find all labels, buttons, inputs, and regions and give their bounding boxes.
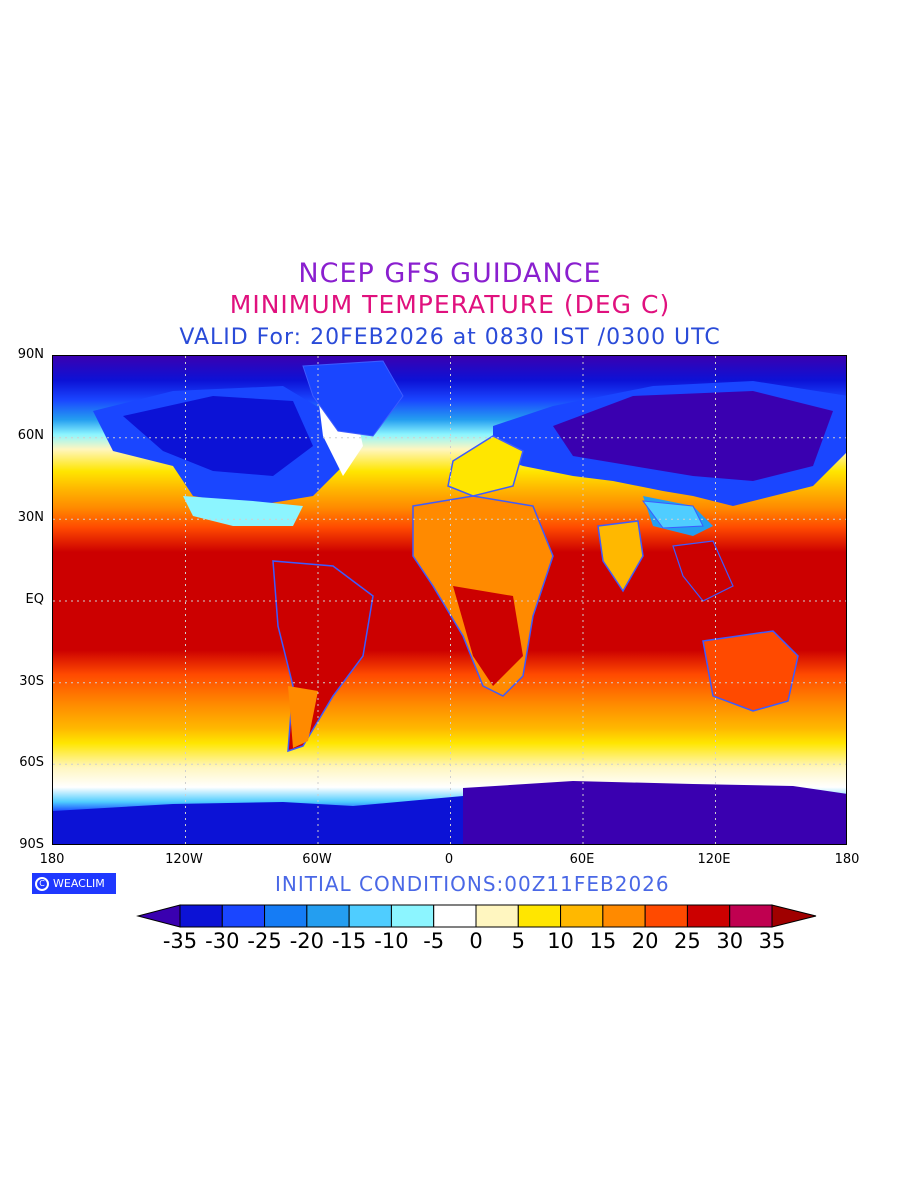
colorbar-label: 35 [758, 929, 786, 953]
colorbar-lower-arrow [136, 904, 181, 928]
colorbar-swatch [264, 904, 308, 928]
lon-label-180e: 180 [834, 852, 860, 867]
lat-label-90s: 90S [19, 837, 44, 852]
colorbar-upper-arrow [771, 904, 817, 928]
colorbar-swatch [560, 904, 604, 928]
colorbar-swatch [390, 904, 435, 928]
colorbar-label: 0 [469, 929, 483, 953]
chart-title: NCEP GFS GUIDANCE [298, 258, 602, 289]
colorbar-label: 10 [547, 929, 574, 953]
colorbar-swatch [221, 904, 266, 928]
chart-subtitle: MINIMUM TEMPERATURE (DEG C) [229, 290, 671, 319]
colorbar-label: -5 [423, 929, 445, 953]
colorbar-label: 5 [511, 929, 525, 953]
colorbar-label: -20 [289, 929, 324, 953]
antarctica-region [463, 781, 846, 836]
valid-time: VALID For: 20FEB2026 at 0830 IST /0300 U… [179, 325, 721, 350]
colorbar-label: -10 [374, 929, 409, 953]
colorbar-label: 15 [589, 929, 617, 953]
logo-text: WEACLIM [53, 877, 105, 890]
colorbar-swatch [179, 904, 223, 928]
lat-label-30s: 30S [19, 674, 44, 689]
colorbar-label: -30 [205, 929, 240, 953]
australia-region [702, 630, 799, 712]
colorbar-swatch [475, 904, 519, 928]
colorbar-swatch [517, 904, 562, 928]
colorbar-swatch [644, 904, 688, 928]
lat-label-90n: 90N [17, 347, 44, 362]
colorbar-label: -35 [162, 929, 198, 953]
india-region [597, 520, 644, 593]
lat-label-60n: 60N [17, 428, 44, 443]
colorbar-label: -25 [247, 929, 282, 953]
colorbar-swatch [306, 904, 350, 928]
weaclim-logo: C WEACLIM [32, 873, 116, 894]
lon-label-60e: 60E [569, 852, 595, 867]
temperature-map [52, 355, 847, 845]
colorbar-swatch [348, 904, 392, 928]
colorbar-label: -15 [331, 929, 367, 953]
colorbar-label: 25 [674, 929, 701, 953]
copyright-icon: C [35, 876, 49, 891]
colorbar-swatch [433, 904, 477, 928]
colorbar-swatch [729, 904, 773, 928]
lat-label-30n: 30N [17, 510, 44, 525]
map-graticule [53, 356, 846, 844]
colorbar-swatch [686, 904, 731, 928]
greenland-region [302, 360, 404, 437]
lon-label-0: 0 [444, 852, 454, 867]
lon-label-120e: 120E [697, 852, 731, 867]
colorbar-label: 20 [631, 929, 659, 953]
initial-conditions: INITIAL CONDITIONS:00Z11FEB2026 [275, 872, 670, 896]
lon-label-60w: 60W [302, 852, 332, 867]
lon-label-120w: 120W [165, 852, 203, 867]
colorbar-swatch [602, 904, 646, 928]
lon-label-180w: 180 [39, 852, 65, 867]
lat-label-60s: 60S [19, 755, 44, 770]
colorbar-label: 30 [716, 929, 744, 953]
lat-label-eq: EQ [25, 592, 44, 607]
